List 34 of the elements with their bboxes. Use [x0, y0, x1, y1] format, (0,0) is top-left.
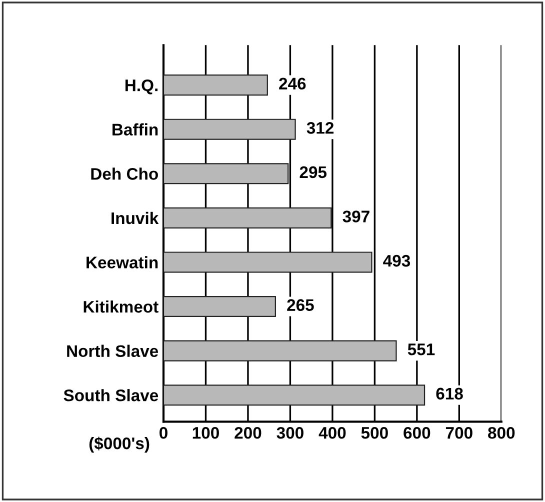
data-label: 295 — [300, 166, 327, 178]
x-tick-label: 200 — [234, 426, 262, 439]
data-label: 265 — [287, 299, 314, 311]
bar — [164, 163, 289, 184]
x-tick-label: 600 — [404, 426, 430, 439]
y-tick-label: Deh Cho — [91, 168, 158, 180]
x-tick-label: 800 — [488, 426, 515, 439]
y-tick-label: Inuvik — [112, 212, 159, 224]
data-label: 246 — [279, 78, 306, 90]
y-tick-label: H.Q. — [125, 79, 158, 94]
x-tick-label: 300 — [276, 426, 304, 439]
data-label: 551 — [408, 344, 435, 356]
bar — [164, 118, 296, 140]
y-tick-label: North Slave — [67, 344, 158, 358]
bar — [164, 296, 276, 318]
bar — [164, 74, 268, 96]
data-label: 397 — [342, 210, 370, 222]
x-tick-label: 100 — [192, 426, 219, 439]
y-tick-label: South Slave — [64, 389, 158, 402]
y-tick-label: Keewatin — [86, 256, 158, 268]
x-tick-label: 700 — [446, 426, 472, 439]
bar — [164, 340, 397, 362]
data-label: 312 — [306, 122, 334, 134]
y-tick-label: Kitikmeot — [84, 300, 158, 313]
data-label: 618 — [436, 388, 463, 400]
x-tick-label: 400 — [318, 426, 346, 439]
bar — [164, 207, 332, 228]
x-tick-label: 500 — [361, 426, 388, 439]
data-label: 493 — [383, 254, 410, 267]
x-tick-label: 0 — [160, 426, 168, 439]
bar — [164, 384, 426, 406]
bar — [164, 252, 372, 273]
x-axis-title: ($000's) — [89, 436, 150, 453]
y-tick-label: Baffin — [112, 123, 158, 136]
